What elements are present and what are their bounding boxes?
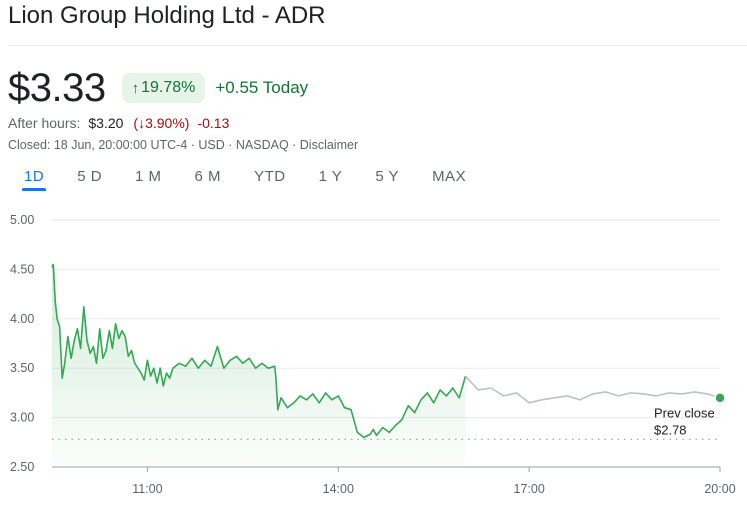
tab-max[interactable]: MAX	[432, 168, 467, 185]
tab-1d[interactable]: 1D	[14, 166, 54, 191]
after-hours-label: After hours:	[8, 115, 81, 131]
price-row: $3.33 ↑ 19.78% +0.55 Today	[8, 66, 308, 110]
x-tick-label: 17:00	[514, 482, 545, 496]
page-title: Lion Group Holding Ltd - ADR	[8, 2, 326, 29]
last-price-dot	[714, 392, 726, 404]
tab-1m[interactable]: 1 M	[135, 168, 162, 185]
x-tick-label: 11:00	[132, 482, 162, 496]
tab-5y[interactable]: 5 Y	[375, 168, 400, 185]
y-tick-label: 2.50	[10, 460, 34, 474]
y-tick-label: 3.00	[10, 411, 34, 425]
prev-close-label: Prev close	[654, 405, 715, 420]
tab-1y[interactable]: 1 Y	[318, 168, 343, 185]
after-hours-change: -0.13	[197, 115, 230, 131]
prev-close-value: $2.78	[654, 422, 687, 437]
after-hours-line	[464, 375, 721, 404]
change-today: +0.55 Today	[215, 78, 309, 97]
y-tick-label: 4.50	[10, 262, 34, 276]
after-hours-percent: (↓3.90%)	[133, 115, 190, 131]
x-tick-label: 14:00	[323, 482, 354, 496]
after-hours-price: $3.20	[88, 115, 124, 131]
y-tick-label: 3.50	[10, 361, 34, 375]
tab-6m[interactable]: 6 M	[194, 168, 222, 185]
after-hours-row: After hours: $3.20 (↓3.90%) -0.13	[8, 115, 229, 131]
y-tick-label: 4.00	[10, 312, 34, 326]
regular-session-line	[51, 263, 467, 439]
y-tick-label: 5.00	[10, 213, 34, 227]
price-chart[interactable]: 5.00 4.50 4.00 3.50 3.00 2.50 11:00 14:00 17:00 2…	[0, 200, 747, 520]
arrow-up-icon: ↑	[131, 79, 140, 97]
change-percent: 19.78%	[141, 79, 196, 96]
tab-ytd[interactable]: YTD	[254, 168, 286, 185]
header-divider	[8, 45, 747, 46]
range-tabs: 1D 5 D 1 M 6 M YTD 1 Y 5 Y MAX	[14, 166, 489, 191]
closed-info[interactable]: Closed: 18 Jun, 20:00:00 UTC-4 · USD · N…	[8, 138, 359, 152]
change-percent-badge: ↑ 19.78%	[121, 73, 206, 103]
current-price: $3.33	[8, 65, 106, 110]
tab-5d[interactable]: 5 D	[77, 168, 103, 185]
x-tick-label: 20:00	[704, 482, 735, 496]
